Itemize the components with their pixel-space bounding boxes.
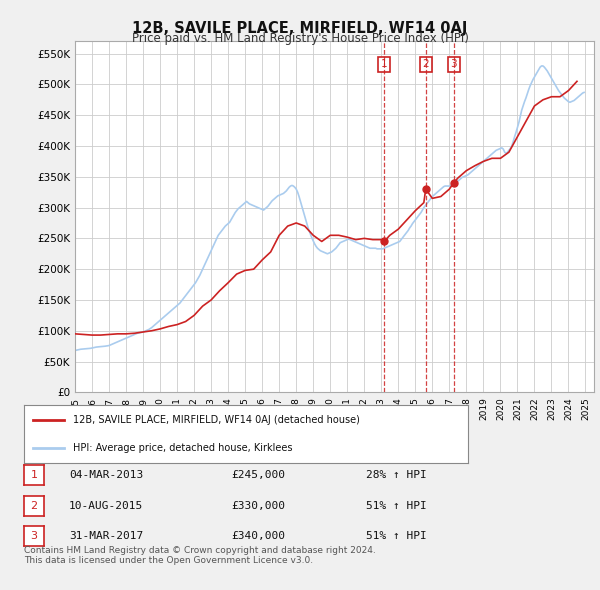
Text: 28% ↑ HPI: 28% ↑ HPI [366, 470, 427, 480]
Text: 1: 1 [381, 59, 388, 69]
Text: £245,000: £245,000 [231, 470, 285, 480]
Text: HPI: Average price, detached house, Kirklees: HPI: Average price, detached house, Kirk… [73, 442, 292, 453]
Text: 2: 2 [422, 59, 429, 69]
Text: 3: 3 [31, 532, 37, 541]
Text: £330,000: £330,000 [231, 501, 285, 510]
Text: 12B, SAVILE PLACE, MIRFIELD, WF14 0AJ (detached house): 12B, SAVILE PLACE, MIRFIELD, WF14 0AJ (d… [73, 415, 360, 425]
Text: 2: 2 [31, 501, 37, 510]
Text: 51% ↑ HPI: 51% ↑ HPI [366, 532, 427, 541]
Text: Price paid vs. HM Land Registry's House Price Index (HPI): Price paid vs. HM Land Registry's House … [131, 32, 469, 45]
Text: 31-MAR-2017: 31-MAR-2017 [69, 532, 143, 541]
Text: £340,000: £340,000 [231, 532, 285, 541]
Text: 1: 1 [31, 470, 37, 480]
Text: 10-AUG-2015: 10-AUG-2015 [69, 501, 143, 510]
Text: 04-MAR-2013: 04-MAR-2013 [69, 470, 143, 480]
Text: Contains HM Land Registry data © Crown copyright and database right 2024.
This d: Contains HM Land Registry data © Crown c… [24, 546, 376, 565]
Text: 51% ↑ HPI: 51% ↑ HPI [366, 501, 427, 510]
Text: 12B, SAVILE PLACE, MIRFIELD, WF14 0AJ: 12B, SAVILE PLACE, MIRFIELD, WF14 0AJ [133, 21, 467, 35]
Text: 3: 3 [451, 59, 457, 69]
